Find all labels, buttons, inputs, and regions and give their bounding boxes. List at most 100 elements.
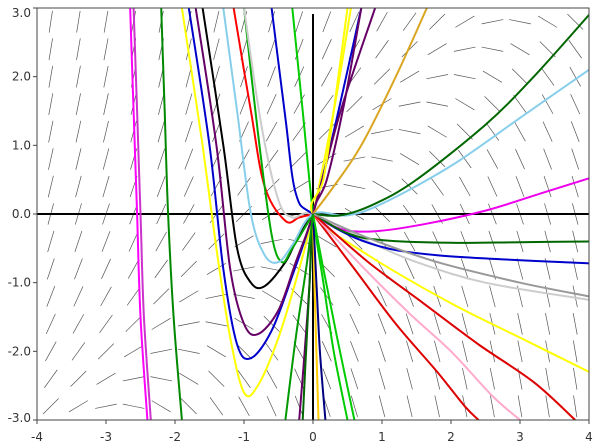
slope-segment xyxy=(517,313,523,335)
slope-segment xyxy=(461,285,469,308)
slope-segment xyxy=(426,101,449,107)
slope-segment xyxy=(76,65,81,88)
slope-segment xyxy=(157,148,166,170)
slope-segment xyxy=(516,258,524,280)
slope-segment xyxy=(179,290,199,303)
slope-segment xyxy=(484,96,501,113)
y-tick-label: 1.0 xyxy=(12,138,31,152)
slope-segment xyxy=(322,11,332,33)
slope-segment xyxy=(75,148,82,170)
slope-segment xyxy=(406,395,413,418)
slope-segment xyxy=(208,370,225,387)
slope-segment xyxy=(405,286,414,307)
solution-curve-9 xyxy=(222,8,589,264)
solution-curve-16 xyxy=(312,14,589,217)
slope-segment xyxy=(151,317,171,330)
y-tick-label: 3.0 xyxy=(12,6,31,20)
slope-segment xyxy=(568,40,582,59)
slope-segment xyxy=(212,121,221,142)
slope-segment xyxy=(97,343,115,360)
slope-segment xyxy=(405,313,414,335)
slope-segment xyxy=(490,395,495,418)
slope-segment xyxy=(372,180,392,193)
slope-segment xyxy=(433,313,441,335)
slope-segment xyxy=(486,149,499,169)
y-tick-label: -2.0 xyxy=(8,344,31,358)
slope-segment xyxy=(545,313,551,335)
slope-segment xyxy=(426,74,449,80)
slope-segment xyxy=(185,93,193,115)
slope-segment xyxy=(321,66,333,87)
slope-segment xyxy=(235,343,253,360)
slope-segment xyxy=(45,341,57,362)
slope-segment xyxy=(377,286,387,307)
slope-segment xyxy=(427,125,447,138)
slope-segment xyxy=(76,38,81,61)
slope-segment xyxy=(101,231,111,252)
slope-segment xyxy=(48,38,53,61)
slope-segment xyxy=(238,396,250,417)
slope-segment xyxy=(151,400,171,413)
slope-segment xyxy=(128,231,139,252)
slope-segment xyxy=(47,175,54,198)
slope-segment xyxy=(103,120,109,143)
slope-segment xyxy=(569,66,581,87)
slope-segment xyxy=(72,314,85,334)
x-tick-label: 0 xyxy=(309,430,317,444)
slope-segment xyxy=(349,313,360,335)
slope-segment xyxy=(150,376,173,382)
slope-segment xyxy=(509,19,531,25)
slope-segment xyxy=(150,348,173,354)
slope-segment xyxy=(267,38,276,60)
slope-segment xyxy=(268,11,276,33)
slope-segment xyxy=(458,149,472,169)
slope-segment xyxy=(45,313,56,335)
slope-segment xyxy=(453,74,476,80)
slope-segment xyxy=(206,345,227,358)
slope-segment xyxy=(430,177,444,196)
slope-segment xyxy=(75,175,82,198)
slope-segment xyxy=(482,70,503,83)
slope-segment xyxy=(234,235,254,248)
slope-segment xyxy=(266,396,277,417)
slope-segment xyxy=(71,342,86,361)
slope-segment xyxy=(485,122,500,141)
slope-segment xyxy=(295,11,304,33)
slope-segment xyxy=(320,94,334,114)
slope-segment xyxy=(350,368,359,390)
slope-segment xyxy=(237,177,251,196)
slope-segment xyxy=(102,148,110,170)
slope-field xyxy=(42,10,584,418)
slope-segment xyxy=(545,367,550,390)
solution-curves xyxy=(129,8,589,420)
slope-segment xyxy=(240,66,248,88)
y-tick-label: -1.0 xyxy=(8,276,31,290)
slope-segment xyxy=(481,46,504,52)
solution-curve-5 xyxy=(194,8,377,337)
slope-segment xyxy=(264,342,279,361)
slope-segment xyxy=(571,148,580,170)
solution-curve-15 xyxy=(312,8,428,215)
slope-segment xyxy=(429,151,446,168)
slope-segment xyxy=(572,340,578,363)
slope-segment xyxy=(487,176,498,197)
slope-segment xyxy=(459,176,471,197)
slope-segment xyxy=(74,258,83,280)
x-tick-label: 4 xyxy=(585,430,593,444)
x-tick-label: 3 xyxy=(516,430,524,444)
solution-curve-0 xyxy=(129,8,149,420)
slope-segment xyxy=(542,121,553,142)
slope-segment xyxy=(321,39,332,60)
slope-segment xyxy=(70,370,87,387)
slope-segment xyxy=(371,156,393,162)
slope-segment xyxy=(399,70,420,83)
slope-segment xyxy=(180,398,197,415)
slope-segment xyxy=(182,232,196,251)
slope-segment xyxy=(99,314,113,334)
slope-segment xyxy=(48,10,53,33)
slope-segment xyxy=(489,367,495,390)
solution-curve-23 xyxy=(301,213,314,420)
slope-segment xyxy=(399,153,420,166)
